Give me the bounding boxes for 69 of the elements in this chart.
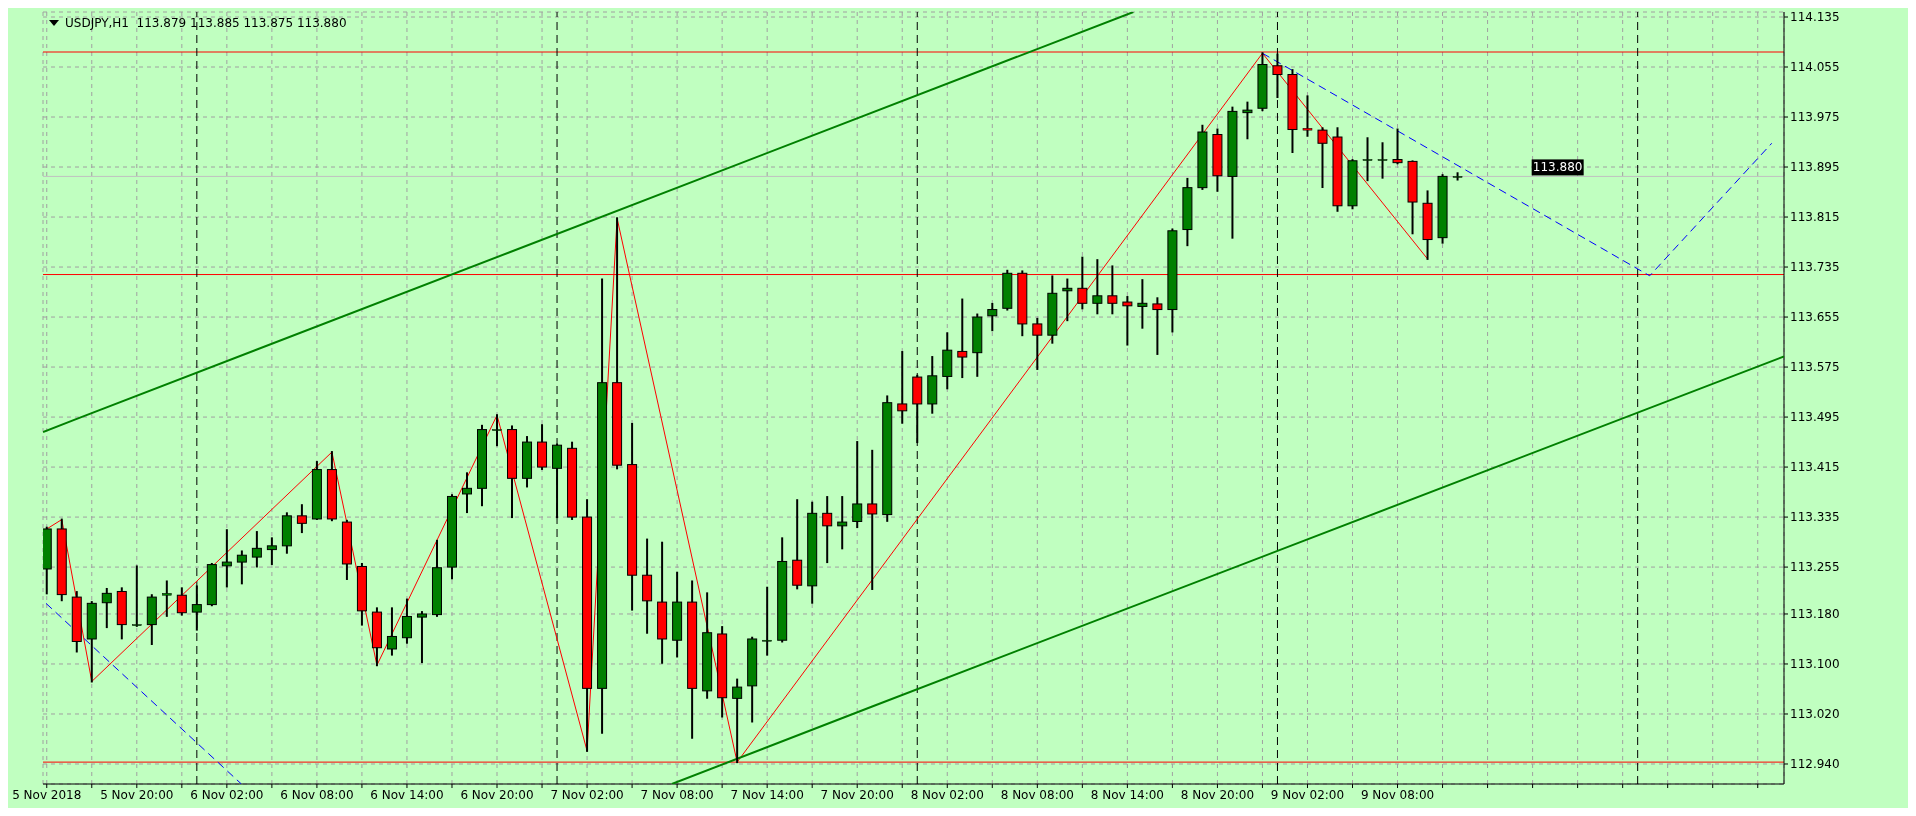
x-tick-label: 9 Nov 02:00 xyxy=(1270,787,1345,802)
candlestick xyxy=(132,565,142,627)
candlestick xyxy=(1377,142,1388,179)
y-tick-label: 113.575 xyxy=(1790,360,1840,375)
candlestick xyxy=(852,441,863,529)
candlestick xyxy=(1122,296,1133,346)
x-tick-label: 9 Nov 08:00 xyxy=(1360,787,1435,802)
candlestick xyxy=(266,537,277,565)
candlestick xyxy=(416,611,427,664)
y-tick-label: 113.735 xyxy=(1790,260,1840,275)
x-tick-label: 7 Nov 02:00 xyxy=(550,787,624,802)
candlestick xyxy=(221,529,232,588)
y-tick-label: 113.100 xyxy=(1790,657,1840,672)
candlestick xyxy=(732,678,743,764)
candlestick xyxy=(822,496,833,564)
y-tick-label: 113.895 xyxy=(1790,160,1840,175)
x-tick-label: 5 Nov 20:00 xyxy=(100,787,174,802)
y-tick-label: 113.335 xyxy=(1790,510,1840,525)
x-tick-label: 8 Nov 08:00 xyxy=(1000,787,1074,802)
y-tick-label: 113.255 xyxy=(1790,560,1840,575)
candlestick xyxy=(1302,95,1313,137)
x-tick-label: 7 Nov 14:00 xyxy=(730,787,804,802)
y-tick-label: 113.180 xyxy=(1790,607,1840,622)
candlestick xyxy=(386,607,397,656)
ref-line-label: 113.880 xyxy=(1532,160,1583,175)
candlestick xyxy=(1092,259,1103,315)
candlestick xyxy=(1242,101,1253,140)
candlestick xyxy=(1152,297,1163,355)
candlestick xyxy=(401,598,412,644)
candlestick xyxy=(236,550,247,585)
candlestick xyxy=(461,472,472,514)
candlestick xyxy=(492,414,502,447)
candlestick xyxy=(176,587,187,616)
x-tick-label: 6 Nov 08:00 xyxy=(280,787,354,802)
candlestick xyxy=(1392,128,1403,165)
y-tick-label: 114.055 xyxy=(1790,60,1840,75)
y-tick-label: 113.655 xyxy=(1790,310,1840,325)
x-tick-label: 6 Nov 20:00 xyxy=(460,787,534,802)
y-tick-label: 113.020 xyxy=(1790,707,1840,722)
x-tick-label: 7 Nov 20:00 xyxy=(820,787,894,802)
candlestick xyxy=(987,302,998,332)
x-tick-label: 5 Nov 2018 xyxy=(12,787,82,802)
candlestick xyxy=(1362,137,1373,182)
x-tick-label: 6 Nov 14:00 xyxy=(370,787,444,802)
candlestick xyxy=(251,531,262,568)
candlestick xyxy=(1032,317,1043,370)
candlestick xyxy=(897,351,908,424)
candlestick xyxy=(1317,127,1328,189)
x-tick-label: 7 Nov 08:00 xyxy=(640,787,714,802)
candlestick xyxy=(762,586,772,656)
chart-title: USDJPY,H1 113.879 113.885 113.875 113.880 xyxy=(65,16,347,30)
candlestick xyxy=(867,449,878,590)
x-tick-label: 8 Nov 14:00 xyxy=(1090,787,1165,802)
candlestick xyxy=(1137,279,1148,329)
y-tick-label: 113.495 xyxy=(1790,410,1840,425)
x-tick-label: 6 Nov 02:00 xyxy=(190,787,264,802)
candlestick xyxy=(296,504,307,534)
candlestick xyxy=(957,298,968,379)
y-tick-label: 112.940 xyxy=(1790,757,1840,772)
candlestick xyxy=(837,496,848,550)
y-tick-label: 113.415 xyxy=(1790,460,1840,475)
y-tick-label: 113.975 xyxy=(1790,110,1840,125)
candlestick xyxy=(101,587,112,629)
candlestick xyxy=(1452,172,1463,181)
candlestick xyxy=(162,580,172,617)
x-tick-label: 8 Nov 02:00 xyxy=(910,787,984,802)
y-tick-label: 113.815 xyxy=(1790,210,1840,225)
y-tick-label: 114.135 xyxy=(1790,10,1840,25)
x-tick-label: 8 Nov 20:00 xyxy=(1180,787,1255,802)
